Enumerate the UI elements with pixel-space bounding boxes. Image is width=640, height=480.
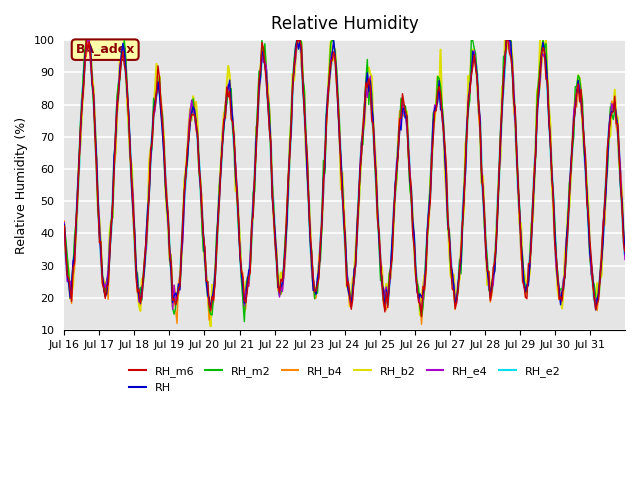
Legend: RH_m6, RH, RH_m2, RH_b4, RH_b2, RH_e4, RH_e2: RH_m6, RH, RH_m2, RH_b4, RH_b2, RH_e4, R… [124,362,565,397]
Text: BA_adex: BA_adex [76,43,135,56]
Y-axis label: Relative Humidity (%): Relative Humidity (%) [15,117,28,254]
Title: Relative Humidity: Relative Humidity [271,15,419,33]
